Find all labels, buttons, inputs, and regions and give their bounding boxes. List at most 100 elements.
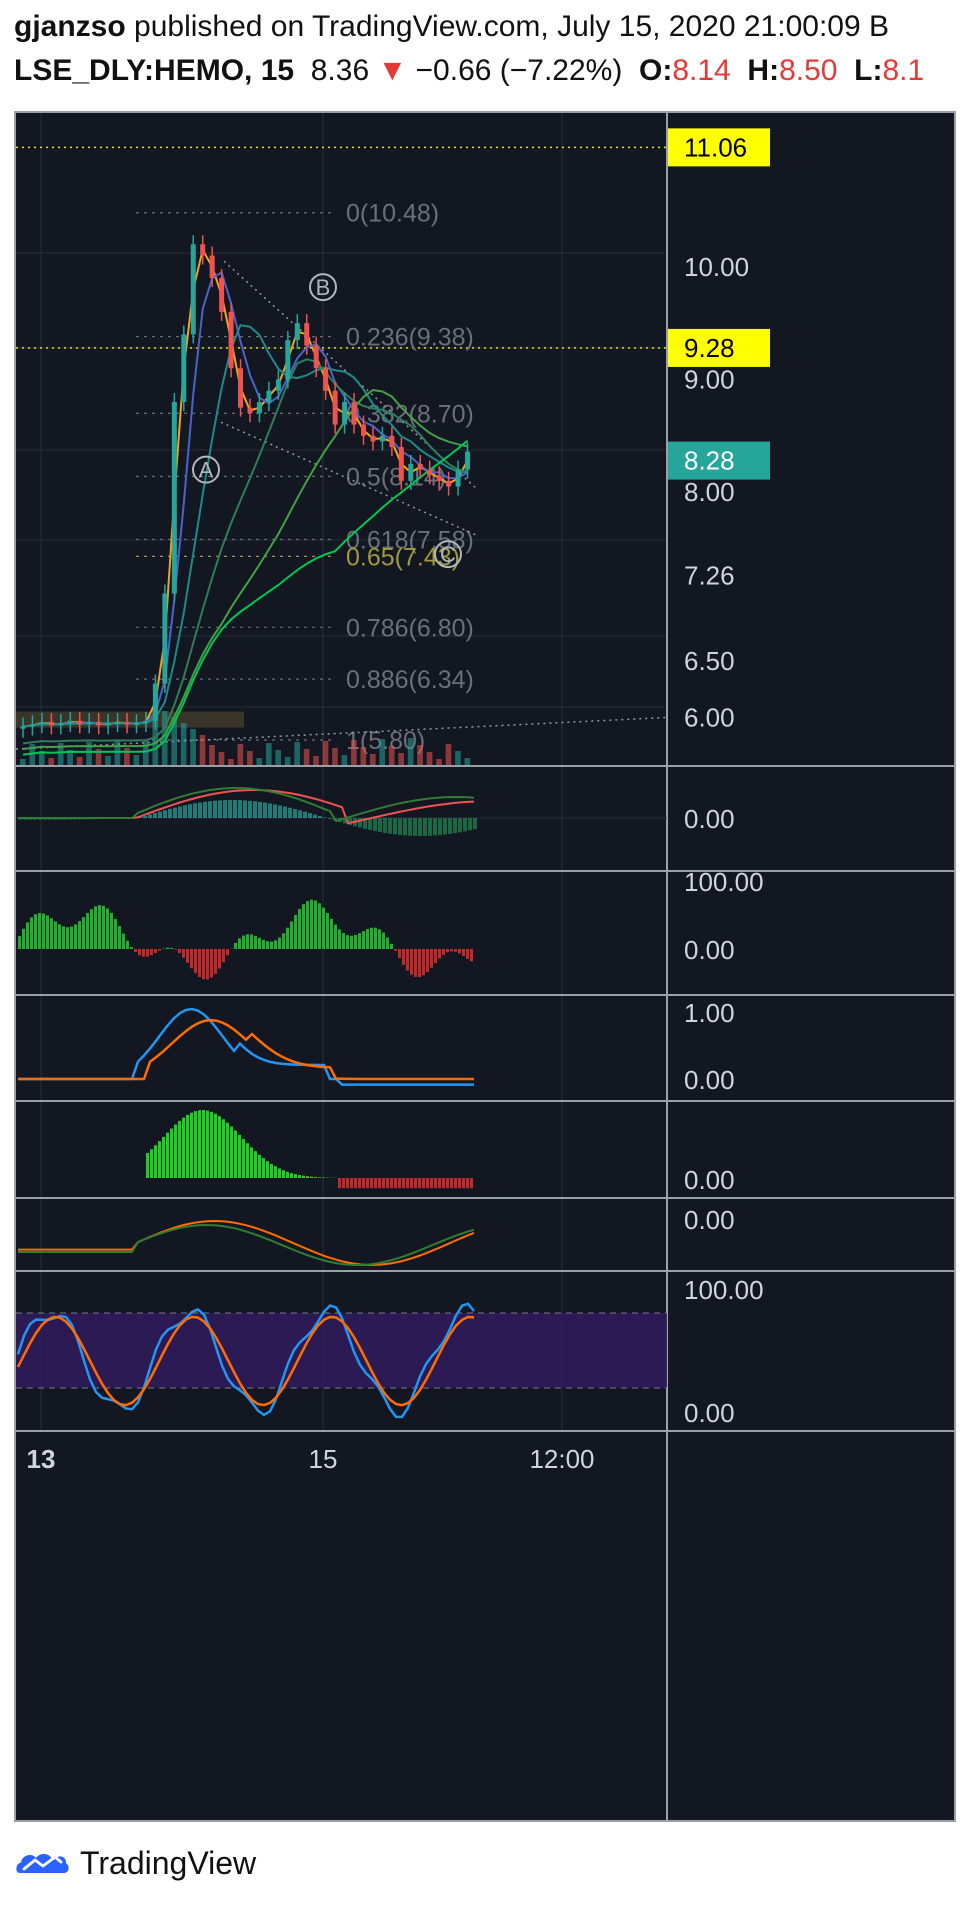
volume-osc-bar	[178, 1120, 181, 1178]
wave-line-b	[18, 1223, 475, 1266]
volume-osc-bar	[266, 1161, 269, 1178]
volume-osc-bar	[282, 1170, 285, 1178]
momentum-bar	[298, 908, 301, 949]
volume-bar	[455, 751, 461, 765]
momentum-bar	[334, 924, 337, 949]
momentum-bar	[118, 926, 121, 949]
lower-trend-line	[16, 716, 668, 750]
momentum-bar	[22, 928, 25, 949]
candle-body	[379, 435, 385, 442]
volume-bar	[114, 741, 121, 765]
volume-osc-bar	[358, 1178, 361, 1189]
volume-bar	[86, 742, 92, 765]
macd-histogram-bar	[278, 805, 282, 818]
macd-histogram-bar	[293, 808, 297, 818]
macd-histogram-bar	[413, 818, 417, 836]
momentum-bar	[318, 903, 321, 949]
macd-histogram-bar	[473, 818, 477, 830]
momentum-bar	[414, 949, 417, 977]
volume-osc-bar	[246, 1143, 249, 1178]
momentum-bar	[302, 904, 305, 949]
price-axis-badge	[668, 328, 770, 367]
volume-osc-bar	[162, 1136, 165, 1178]
macd-histogram-bar	[368, 818, 372, 830]
volume-osc-bar	[446, 1178, 449, 1189]
candle-body	[285, 340, 291, 380]
volume-osc-bar	[270, 1163, 273, 1178]
macd-histogram-bar	[213, 800, 217, 818]
candle-body	[200, 244, 206, 256]
volume-bar	[265, 743, 272, 765]
volume-osc-bar	[310, 1176, 313, 1178]
volume-bar	[67, 750, 73, 765]
momentum-upper-label: 100.00	[684, 867, 764, 897]
candle-body	[219, 278, 225, 312]
momentum-bar	[210, 949, 213, 978]
momentum-bar	[342, 932, 345, 949]
volume-osc-bar	[174, 1124, 177, 1178]
macd-histogram-bar	[148, 814, 152, 818]
momentum-bar	[366, 928, 369, 949]
macd-histogram-bar	[423, 818, 427, 836]
volume-osc-bar	[298, 1174, 301, 1178]
momentum-bar	[242, 935, 245, 949]
volume-osc-bar	[146, 1152, 149, 1178]
chart-container[interactable]: 10.00 9.00 8.00 7.26 6.50 6.00 0(10.48) 0.236(9…	[14, 111, 956, 1822]
volume-bar	[388, 746, 395, 765]
momentum-bar	[70, 926, 73, 949]
momentum-bar	[86, 912, 89, 949]
author-name[interactable]: gjanzso	[14, 10, 126, 43]
volume-osc-bar	[426, 1178, 429, 1189]
trend-zero-label: 0.00	[684, 1065, 735, 1095]
volume-bar	[426, 752, 433, 765]
high-value: 8.50	[779, 54, 838, 87]
macd-histogram-bar	[233, 800, 237, 818]
macd-histogram-bar	[313, 814, 317, 818]
momentum-bar	[222, 949, 225, 963]
volume-osc-bar	[182, 1117, 185, 1178]
momentum-bar	[194, 949, 197, 974]
macd-histogram-bar	[433, 818, 437, 836]
macd-histogram-bar	[238, 800, 242, 818]
candle-body	[171, 402, 177, 594]
volume-osc-bar	[378, 1178, 381, 1189]
candle-body	[455, 469, 461, 487]
momentum-bar	[270, 941, 273, 949]
volume-bar	[275, 750, 282, 765]
volume-osc-bar	[342, 1178, 345, 1189]
volume-bar	[332, 748, 338, 765]
momentum-bar	[370, 927, 373, 949]
volume-osc-bar	[382, 1178, 385, 1189]
candle-body	[304, 323, 310, 346]
momentum-bar	[98, 905, 101, 949]
macd-histogram-bar	[343, 818, 347, 824]
candle-body	[294, 323, 300, 341]
candle-body	[134, 723, 139, 726]
momentum-bar	[226, 949, 229, 956]
candle-body	[48, 721, 54, 726]
momentum-bar	[246, 934, 249, 949]
candle-body	[58, 723, 64, 726]
volume-bar	[303, 749, 310, 765]
volume-osc-bar	[318, 1177, 321, 1178]
time-axis-label: 15	[309, 1444, 338, 1474]
price-tick-label: 9.00	[684, 364, 735, 394]
open-value: 8.14	[672, 54, 731, 87]
macd-histogram-bar	[393, 818, 397, 835]
tradingview-brand[interactable]: TradingView	[14, 1838, 256, 1888]
candle-body	[313, 345, 319, 369]
momentum-bar	[326, 912, 329, 949]
momentum-bar	[126, 940, 129, 949]
volume-bar	[57, 743, 64, 765]
trend-upper-label: 1.00	[684, 998, 735, 1028]
volume-bar	[199, 735, 206, 765]
momentum-bar	[78, 921, 81, 949]
macd-histogram-bar	[438, 818, 442, 836]
volume-osc-bar	[226, 1122, 229, 1178]
volume-osc-bar	[386, 1178, 389, 1189]
candle-body	[342, 402, 348, 425]
chart-canvas[interactable]: 10.00 9.00 8.00 7.26 6.50 6.00 0(10.48) 0.236(9…	[16, 113, 954, 1820]
tradingview-logo-icon	[16, 1854, 69, 1873]
volume-osc-bar	[338, 1178, 341, 1189]
volume-osc-bar	[442, 1178, 445, 1189]
